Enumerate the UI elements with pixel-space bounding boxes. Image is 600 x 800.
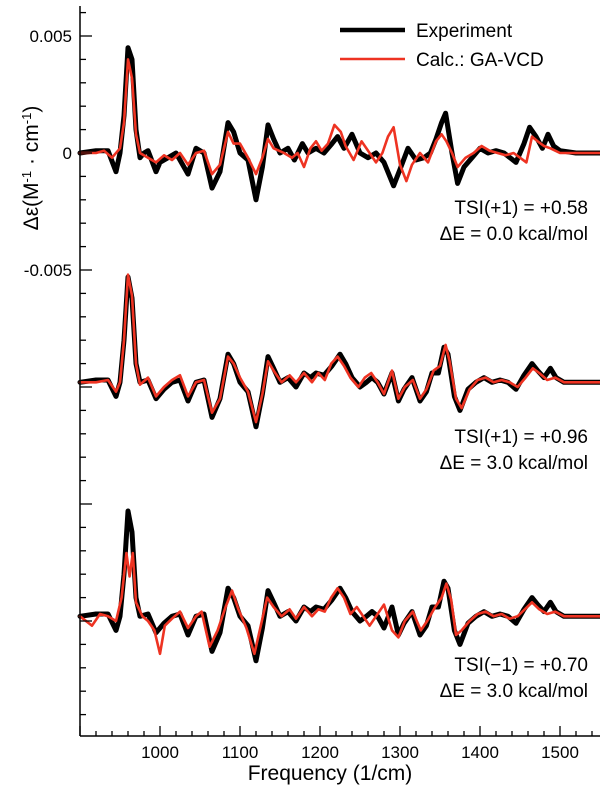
y-axis-label: Δε(M-1 · cm-1) xyxy=(19,106,44,231)
panel-2-annotation: TSI(+1) = +0.96 xyxy=(454,427,588,448)
x-tick-label: 1400 xyxy=(461,743,499,762)
x-axis-label: Frequency (1/cm) xyxy=(248,762,413,785)
panel-3-annotation: TSI(−1) = +0.70 xyxy=(454,655,588,676)
panel-labels-layer: TSI(+1) = +0.58 ΔE = 0.0 kcal/mol TSI(+1) … xyxy=(440,198,588,702)
panel-1-annotation: TSI(+1) = +0.58 xyxy=(454,198,588,219)
y-tick-label: 0.005 xyxy=(29,27,72,46)
y-tick-label: 0 xyxy=(63,144,72,163)
experiment-series-panel-3 xyxy=(77,508,600,664)
x-tick-label: 1200 xyxy=(301,743,339,762)
y-tick-label: -0.005 xyxy=(24,261,72,280)
x-tick-label: 1300 xyxy=(381,743,419,762)
x-tick-label: 1100 xyxy=(222,743,259,762)
panel-3-annotation: ΔE = 3.0 kcal/mol xyxy=(440,681,588,702)
series-layer xyxy=(77,45,600,664)
panel-2-annotation: ΔE = 3.0 kcal/mol xyxy=(440,453,588,474)
legend: Experiment Calc.: GA-VCD xyxy=(340,21,544,71)
panel-1-annotation: ΔE = 0.0 kcal/mol xyxy=(440,224,588,245)
calculated-series-panel-1 xyxy=(78,58,600,183)
experiment-series-panel-2 xyxy=(77,274,600,430)
x-tick-label: 1000 xyxy=(141,743,179,762)
axes-layer: 0.005 0 -0.005 1000 1100 1200 1300 1400 1500 xyxy=(24,6,600,762)
x-tick-label: 1500 xyxy=(541,743,579,762)
legend-label-experiment: Experiment xyxy=(416,21,513,42)
calculated-series-panel-2 xyxy=(78,273,600,424)
calculated-series-panel-3 xyxy=(78,551,600,656)
legend-label-calculated: Calc.: GA-VCD xyxy=(416,50,544,71)
